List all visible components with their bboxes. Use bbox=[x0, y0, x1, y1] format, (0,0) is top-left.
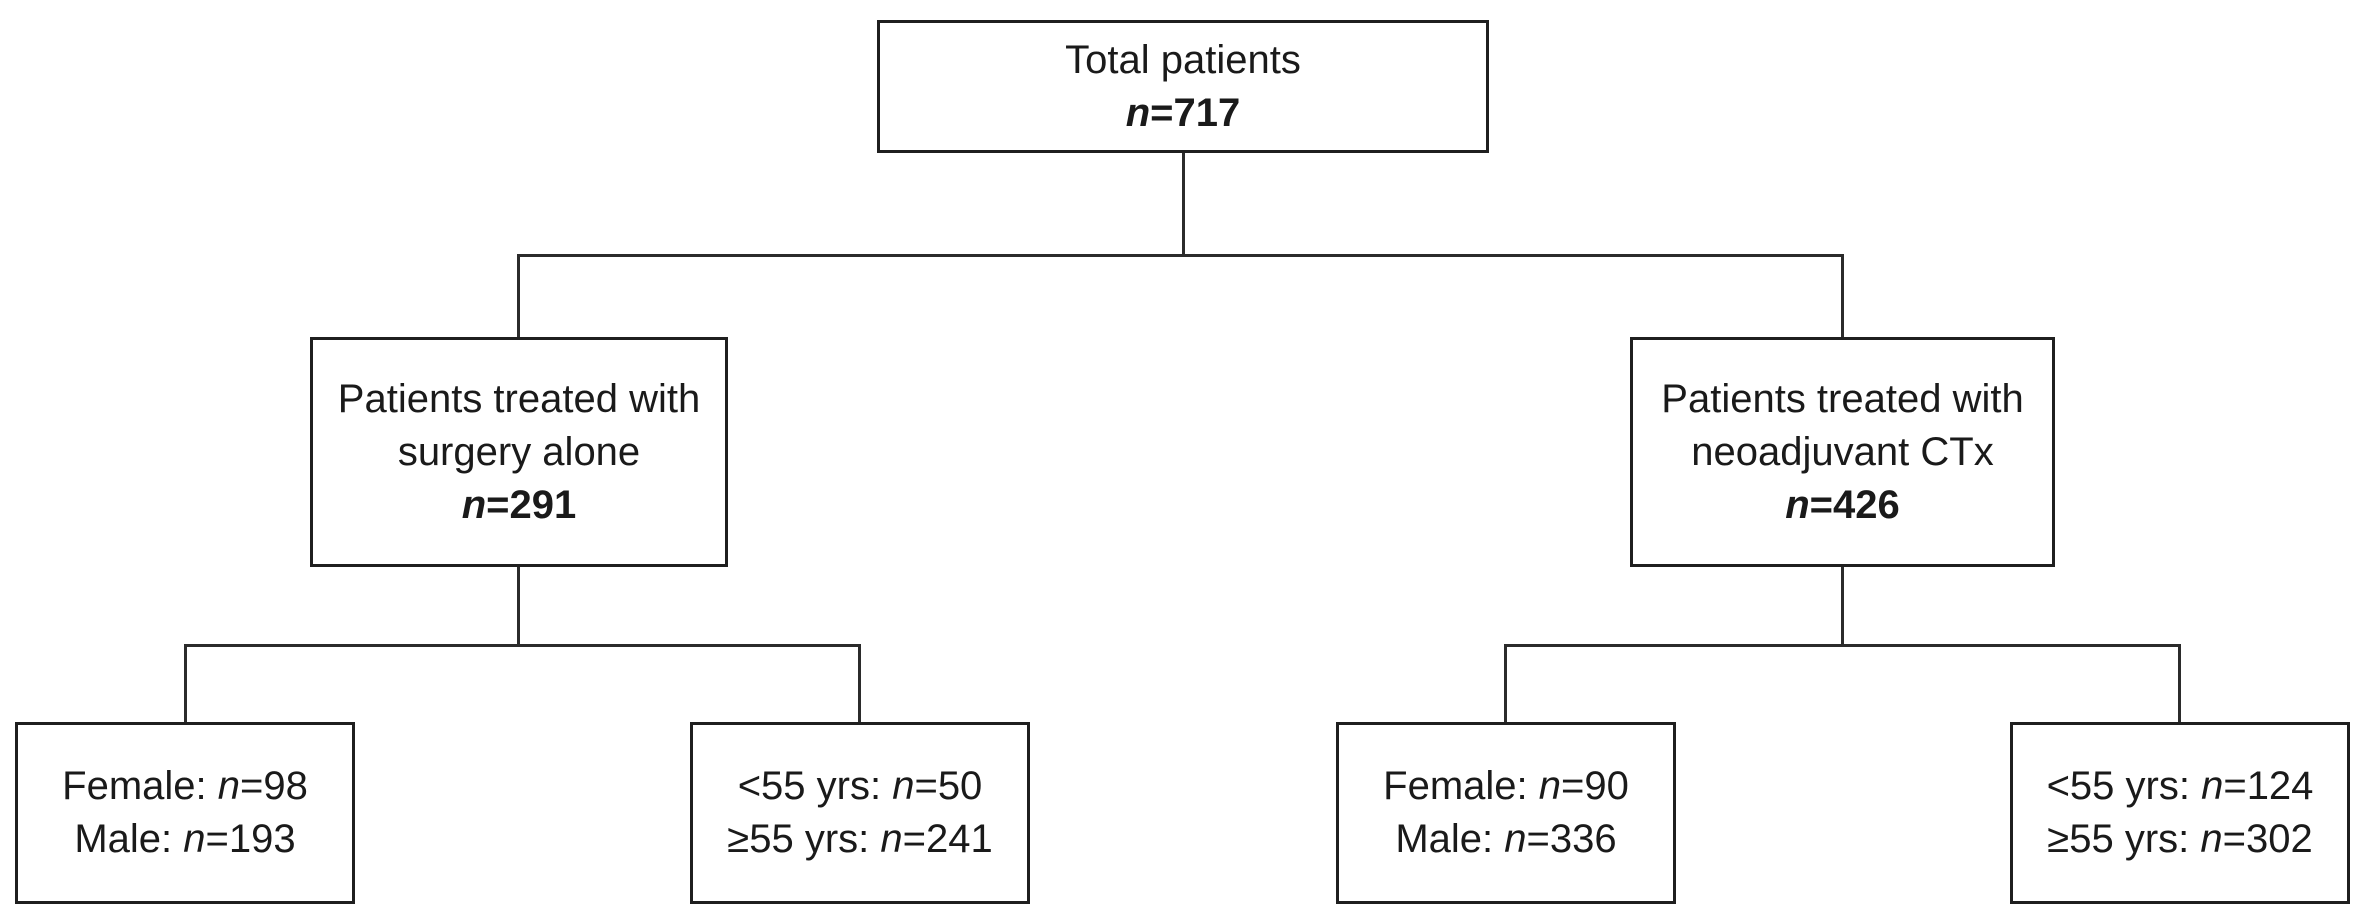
n-symbol: n bbox=[880, 817, 903, 861]
leaf-line: Female: n=98 bbox=[62, 760, 308, 813]
connector-left-split-horizontal bbox=[184, 644, 861, 647]
count-value: =98 bbox=[240, 764, 308, 808]
text-prefix: Male: bbox=[1395, 817, 1505, 861]
connector-branch-left-down bbox=[517, 565, 520, 647]
node-label: surgery alone bbox=[397, 429, 641, 474]
node-neoadjuvant-age: <55 yrs: n=124 ≥55 yrs: n=302 bbox=[2010, 722, 2350, 904]
leaf-line: <55 yrs: n=50 bbox=[738, 760, 983, 813]
n-symbol: n bbox=[2201, 764, 2224, 808]
node-count: n=717 bbox=[1126, 87, 1241, 140]
node-label: Patients treated with bbox=[1661, 376, 2024, 421]
count-value: =90 bbox=[1561, 764, 1629, 808]
connector-leaf3-top bbox=[1504, 644, 1507, 724]
n-symbol: n bbox=[892, 764, 915, 808]
node-surgery-age: <55 yrs: n=50 ≥55 yrs: n=241 bbox=[690, 722, 1030, 904]
leaf-line: ≥55 yrs: n=241 bbox=[727, 813, 992, 866]
connector-right-split-horizontal bbox=[1504, 644, 2181, 647]
connector-branch-right-top bbox=[1841, 254, 1844, 339]
text-prefix: <55 yrs: bbox=[2046, 764, 2202, 808]
count-value: =717 bbox=[1150, 90, 1241, 135]
connector-root-down bbox=[1182, 153, 1185, 257]
connector-level1-horizontal bbox=[517, 254, 1844, 257]
node-surgery-alone: Patients treated with surgery alone n=29… bbox=[310, 337, 728, 567]
node-label: Patients treated with bbox=[337, 376, 701, 421]
node-label: neoadjuvant CTx bbox=[1691, 429, 1994, 474]
count-value: =336 bbox=[1526, 817, 1617, 861]
connector-leaf1-top bbox=[184, 644, 187, 724]
node-total-patients: Total patients n=717 bbox=[877, 20, 1489, 153]
count-value: =124 bbox=[2223, 764, 2314, 808]
count-value: =302 bbox=[2222, 817, 2313, 861]
count-value: =50 bbox=[914, 764, 983, 808]
node-count: n=291 bbox=[462, 479, 577, 532]
connector-leaf2-top bbox=[858, 644, 861, 724]
node-label: Total patients bbox=[1065, 37, 1301, 82]
connector-branch-left-top bbox=[517, 254, 520, 339]
n-symbol: n bbox=[2200, 817, 2223, 861]
connector-branch-right-down bbox=[1841, 565, 1844, 647]
node-surgery-sex: Female: n=98 Male: n=193 bbox=[15, 722, 355, 904]
leaf-line: ≥55 yrs: n=302 bbox=[2047, 813, 2312, 866]
text-prefix: Female: bbox=[62, 764, 218, 808]
leaf-line: Male: n=193 bbox=[74, 813, 295, 866]
leaf-line: <55 yrs: n=124 bbox=[2047, 760, 2314, 813]
leaf-line: Male: n=336 bbox=[1395, 813, 1616, 866]
text-prefix: Female: bbox=[1383, 764, 1539, 808]
n-symbol: n bbox=[183, 817, 206, 861]
count-value: =291 bbox=[486, 482, 577, 527]
node-count: n=426 bbox=[1785, 479, 1900, 532]
text-prefix: ≥55 yrs: bbox=[2047, 817, 2201, 861]
connector-leaf4-top bbox=[2178, 644, 2181, 724]
text-prefix: <55 yrs: bbox=[737, 764, 893, 808]
n-symbol: n bbox=[1125, 90, 1151, 135]
node-neoadjuvant-ctx: Patients treated with neoadjuvant CTx n=… bbox=[1630, 337, 2055, 567]
count-value: =426 bbox=[1809, 482, 1900, 527]
node-neoadjuvant-sex: Female: n=90 Male: n=336 bbox=[1336, 722, 1676, 904]
text-prefix: ≥55 yrs: bbox=[727, 817, 881, 861]
leaf-line: Female: n=90 bbox=[1383, 760, 1629, 813]
n-symbol: n bbox=[1504, 817, 1527, 861]
text-prefix: Male: bbox=[74, 817, 184, 861]
n-symbol: n bbox=[461, 482, 487, 527]
n-symbol: n bbox=[1538, 764, 1561, 808]
count-value: =193 bbox=[205, 817, 296, 861]
n-symbol: n bbox=[1785, 482, 1810, 527]
n-symbol: n bbox=[217, 764, 240, 808]
count-value: =241 bbox=[902, 817, 993, 861]
